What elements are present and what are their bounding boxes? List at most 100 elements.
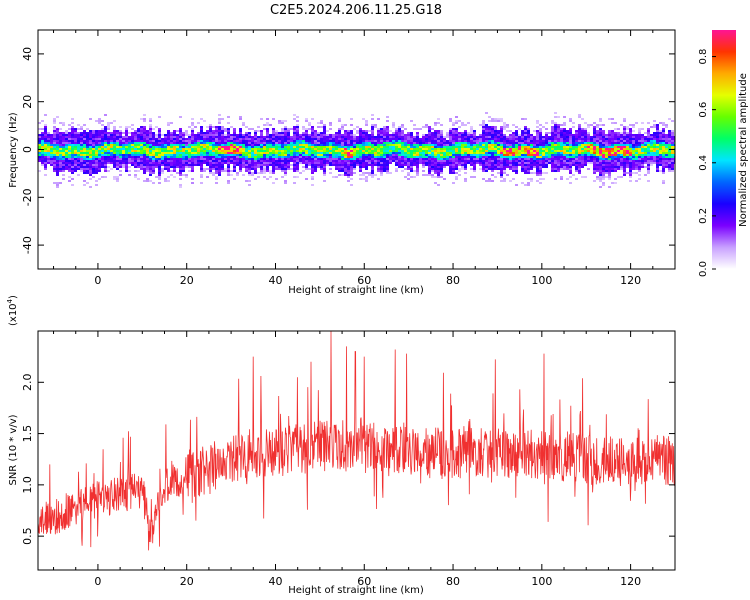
heatmap-cell [614, 178, 617, 180]
heatmap-cell [416, 152, 419, 154]
heatmap-cell [521, 144, 524, 146]
heatmap-cell [305, 150, 308, 152]
heatmap-cell [671, 138, 674, 140]
heatmap-cell [266, 150, 269, 152]
heatmap-cell [323, 128, 326, 130]
heatmap-cell [329, 148, 332, 150]
heatmap-cell [221, 118, 224, 120]
heatmap-cell [98, 136, 101, 138]
heatmap-cell [299, 146, 302, 148]
heatmap-cell [470, 164, 473, 166]
heatmap-cell [62, 158, 65, 160]
heatmap-cell [413, 164, 416, 166]
heatmap-cell [290, 160, 293, 162]
heatmap-cell [53, 118, 56, 120]
heatmap-cell [662, 170, 665, 172]
heatmap-cell [284, 146, 287, 148]
heatmap-cell [596, 158, 599, 160]
heatmap-cell [239, 118, 242, 120]
heatmap-cell [287, 146, 290, 148]
heatmap-cell [500, 158, 503, 160]
heatmap-cell [464, 156, 467, 158]
heatmap-cell [98, 134, 101, 136]
heatmap-cell [239, 132, 242, 134]
heatmap-cell [116, 142, 119, 144]
heatmap-cell [500, 130, 503, 132]
heatmap-cell [527, 130, 530, 132]
heatmap-cell [632, 138, 635, 140]
heatmap-cell [410, 168, 413, 170]
heatmap-cell [293, 148, 296, 150]
heatmap-cell [578, 130, 581, 132]
heatmap-cell [302, 148, 305, 150]
heatmap-cell [89, 140, 92, 142]
heatmap-cell [149, 120, 152, 122]
heatmap-cell [485, 168, 488, 170]
heatmap-cell [179, 158, 182, 160]
heatmap-cell [383, 126, 386, 128]
heatmap-cell [86, 144, 89, 146]
heatmap-cell [365, 172, 368, 174]
heatmap-cell [527, 158, 530, 160]
heatmap-cell [380, 168, 383, 170]
heatmap-cell [407, 162, 410, 164]
heatmap-cell [203, 134, 206, 136]
heatmap-cell [266, 142, 269, 144]
heatmap-cell [203, 170, 206, 172]
heatmap-cell [578, 170, 581, 172]
heatmap-cell [347, 156, 350, 158]
heatmap-cell [152, 136, 155, 138]
heatmap-cell [668, 130, 671, 132]
heatmap-cell [329, 154, 332, 156]
heatmap-cell [473, 148, 476, 150]
heatmap-cell [377, 160, 380, 162]
heatmap-cell [95, 134, 98, 136]
heatmap-cell [86, 158, 89, 160]
heatmap-cell [245, 152, 248, 154]
heatmap-cell [131, 128, 134, 130]
heatmap-cell [266, 136, 269, 138]
heatmap-cell [302, 128, 305, 130]
heatmap-cell [47, 158, 50, 160]
heatmap-cell [392, 122, 395, 124]
heatmap-cell [500, 136, 503, 138]
heatmap-cell [530, 168, 533, 170]
heatmap-cell [191, 160, 194, 162]
heatmap-cell [488, 128, 491, 130]
heatmap-cell [239, 156, 242, 158]
heatmap-cell [467, 152, 470, 154]
heatmap-cell [596, 170, 599, 172]
heatmap-cell [533, 156, 536, 158]
heatmap-cell [647, 130, 650, 132]
heatmap-cell [269, 160, 272, 162]
heatmap-cell [104, 154, 107, 156]
heatmap-cell [593, 164, 596, 166]
heatmap-cell [308, 160, 311, 162]
heatmap-cell [287, 134, 290, 136]
heatmap-cell [50, 152, 53, 154]
heatmap-cell [146, 144, 149, 146]
heatmap-cell [491, 146, 494, 148]
heatmap-cell [242, 152, 245, 154]
heatmap-cell [137, 138, 140, 140]
heatmap-cell [185, 174, 188, 176]
heatmap-cell [578, 132, 581, 134]
heatmap-cell [182, 168, 185, 170]
heatmap-cell [503, 178, 506, 180]
heatmap-cell [563, 154, 566, 156]
heatmap-cell [143, 148, 146, 150]
heatmap-cell [167, 132, 170, 134]
heatmap-cell [566, 148, 569, 150]
heatmap-cell [461, 150, 464, 152]
heatmap-cell [551, 154, 554, 156]
heatmap-cell [494, 150, 497, 152]
heatmap-cell [563, 140, 566, 142]
heatmap-cell [185, 154, 188, 156]
heatmap-cell [203, 140, 206, 142]
heatmap-cell [323, 152, 326, 154]
heatmap-cell [230, 174, 233, 176]
heatmap-cell [482, 162, 485, 164]
heatmap-cell [50, 158, 53, 160]
heatmap-cell [629, 156, 632, 158]
heatmap-cell [248, 142, 251, 144]
